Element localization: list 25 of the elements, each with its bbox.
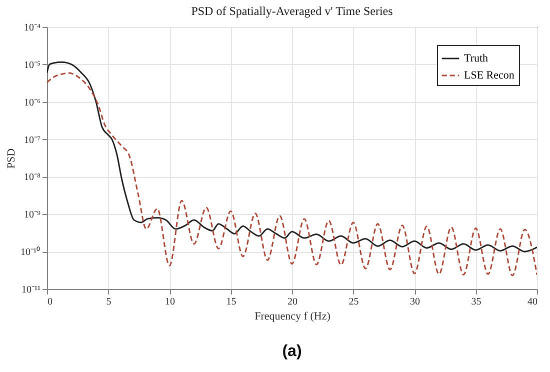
y-tick-label: 10⁻⁹ [24, 210, 41, 221]
y-tick-label: 10⁻⁷ [24, 134, 41, 146]
x-tick-label: 40 [528, 296, 538, 308]
x-tick-label: 20 [288, 296, 298, 308]
x-tick-label: 10 [165, 296, 175, 308]
y-tick-label: 10⁻¹⁰ [20, 246, 40, 258]
x-tick-label: 35 [471, 296, 482, 308]
legend-label: Truth [464, 52, 489, 64]
y-tick-label: 10⁻⁸ [24, 172, 41, 184]
y-tick-label: 10⁻⁴ [24, 22, 41, 34]
text: (a) [282, 343, 302, 360]
x-tick-label: 0 [48, 296, 52, 308]
line-series [47, 72, 537, 276]
y-tick-label: 10⁻¹¹ [22, 284, 40, 296]
x-axis-title: Frequency f (Hz) [254, 310, 331, 322]
chart-title: PSD of Spatially-Averaged v' Time Series [191, 4, 394, 18]
line-series [47, 61, 537, 252]
y-tick-label: 10⁻⁶ [24, 97, 41, 108]
x-tick-label: 5 [106, 296, 112, 308]
x-tick-label: 30 [410, 296, 420, 308]
y-axis-title: PSD [6, 148, 18, 169]
y-tick-label: 10⁻⁵ [24, 60, 40, 71]
legend-label: LSE Recon [464, 70, 515, 82]
x-tick-label: 15 [226, 296, 236, 308]
x-tick-label: 25 [348, 296, 359, 308]
